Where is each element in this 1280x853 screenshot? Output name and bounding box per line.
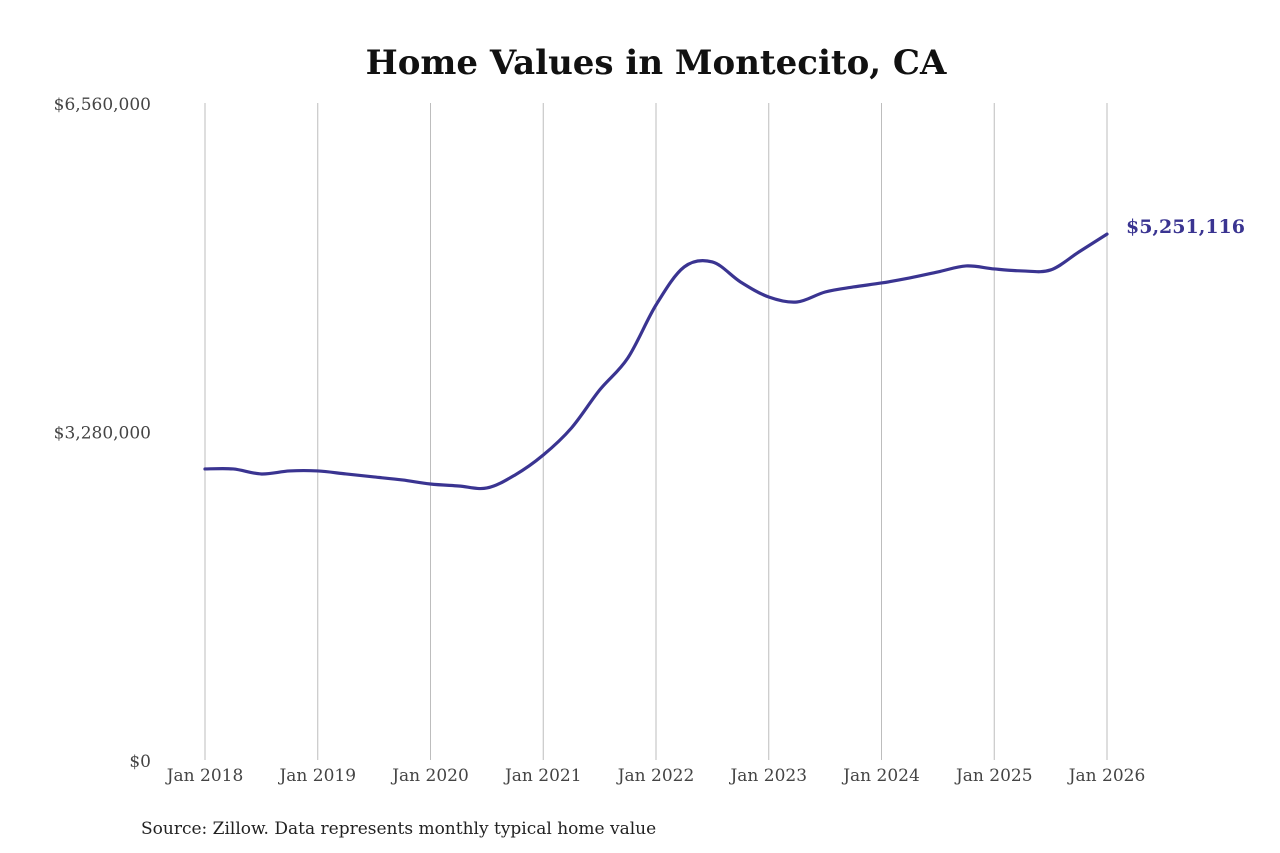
x-tick-label: Jan 2026 bbox=[1067, 766, 1146, 786]
x-tick-label: Jan 2020 bbox=[390, 766, 469, 786]
y-axis: $0 $3,280,000 $6,560,000 bbox=[54, 95, 151, 772]
y-tick-label: $6,560,000 bbox=[54, 95, 151, 115]
x-tick-label: Jan 2025 bbox=[954, 766, 1033, 786]
y-tick-label: $3,280,000 bbox=[54, 424, 151, 444]
x-tick-label: Jan 2018 bbox=[165, 766, 244, 786]
last-value-label: $5,251,116 bbox=[1126, 216, 1245, 238]
series-line bbox=[203, 232, 1109, 491]
x-tick-label: Jan 2019 bbox=[277, 766, 356, 786]
x-axis: Jan 2018 Jan 2019 Jan 2020 Jan 2021 Jan 2022… bbox=[165, 766, 1146, 786]
y-tick-label: $0 bbox=[129, 752, 151, 772]
chart-title: Home Values in Montecito, CA bbox=[366, 43, 947, 83]
source-note: Source: Zillow. Data represents monthly … bbox=[141, 819, 656, 839]
x-tick-label: Jan 2023 bbox=[728, 766, 807, 786]
grid-lines bbox=[204, 103, 1108, 760]
series-group bbox=[203, 232, 1109, 491]
x-tick-label: Jan 2021 bbox=[503, 766, 582, 786]
x-tick-label: Jan 2024 bbox=[841, 766, 920, 786]
x-tick-label: Jan 2022 bbox=[616, 766, 695, 786]
